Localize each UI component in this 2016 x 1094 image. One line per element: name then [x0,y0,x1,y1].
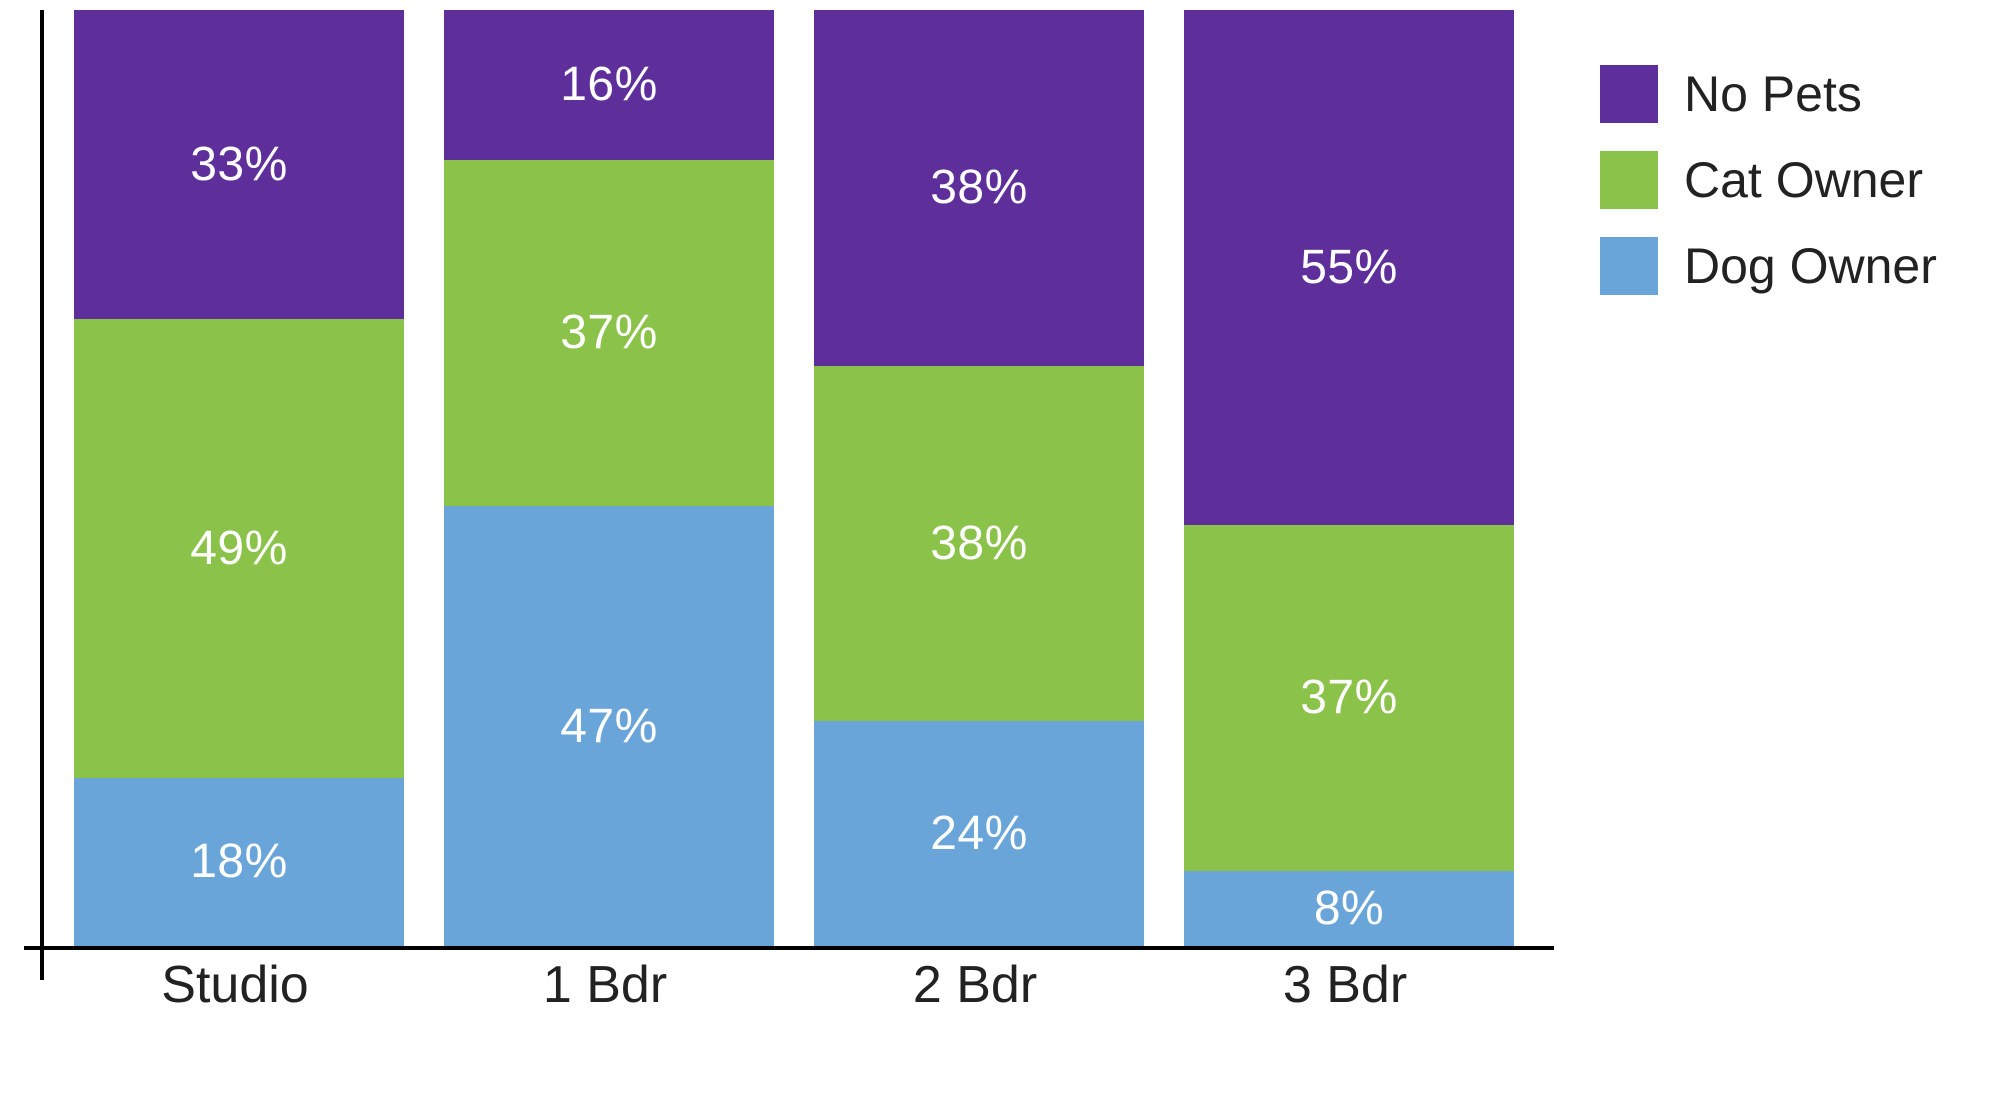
segment-value-label: 24% [930,806,1028,861]
legend-swatch [1600,237,1658,295]
legend-item-none: No Pets [1600,65,1980,123]
bar-studio: 18% 49% 33% [74,10,404,946]
category-label: 1 Bdr [440,955,770,1015]
segment-cat: 49% [74,319,404,778]
stacked-bar-chart: 18% 49% 33% 47% 37% 16% 24% 38% 38% 8% 37% 55% Stud… [30,10,1990,1080]
segment-value-label: 33% [190,137,288,192]
segment-value-label: 38% [930,160,1028,215]
segment-cat: 37% [1184,525,1514,871]
category-label: 3 Bdr [1180,955,1510,1015]
segment-cat: 37% [444,160,774,506]
segment-none: 33% [74,10,404,319]
segment-none: 55% [1184,10,1514,525]
segment-value-label: 16% [560,57,658,112]
segment-value-label: 37% [560,305,658,360]
bar-1-bdr: 47% 37% 16% [444,10,774,946]
segment-value-label: 8% [1314,881,1384,936]
legend: No Pets Cat Owner Dog Owner [1600,65,1980,323]
category-label: Studio [70,955,400,1015]
segment-dog: 8% [1184,871,1514,946]
segment-dog: 18% [74,778,404,946]
segment-cat: 38% [814,366,1144,722]
legend-item-cat: Cat Owner [1600,151,1980,209]
segment-dog: 24% [814,721,1144,946]
segment-value-label: 55% [1300,240,1398,295]
segment-none: 38% [814,10,1144,366]
plot-area: 18% 49% 33% 47% 37% 16% 24% 38% 38% 8% 37% 55% [40,10,1554,980]
bar-3-bdr: 8% 37% 55% [1184,10,1514,946]
legend-item-dog: Dog Owner [1600,237,1980,295]
category-label: 2 Bdr [810,955,1140,1015]
segment-value-label: 38% [930,516,1028,571]
legend-label: No Pets [1684,65,1862,123]
segment-value-label: 47% [560,699,658,754]
bar-2-bdr: 24% 38% 38% [814,10,1144,946]
legend-swatch [1600,65,1658,123]
bars-container: 18% 49% 33% 47% 37% 16% 24% 38% 38% 8% 37% 55% [44,10,1554,980]
legend-label: Dog Owner [1684,237,1937,295]
legend-label: Cat Owner [1684,151,1923,209]
segment-value-label: 37% [1300,670,1398,725]
segment-none: 16% [444,10,774,160]
legend-swatch [1600,151,1658,209]
segment-value-label: 18% [190,834,288,889]
segment-value-label: 49% [190,521,288,576]
segment-dog: 47% [444,506,774,946]
